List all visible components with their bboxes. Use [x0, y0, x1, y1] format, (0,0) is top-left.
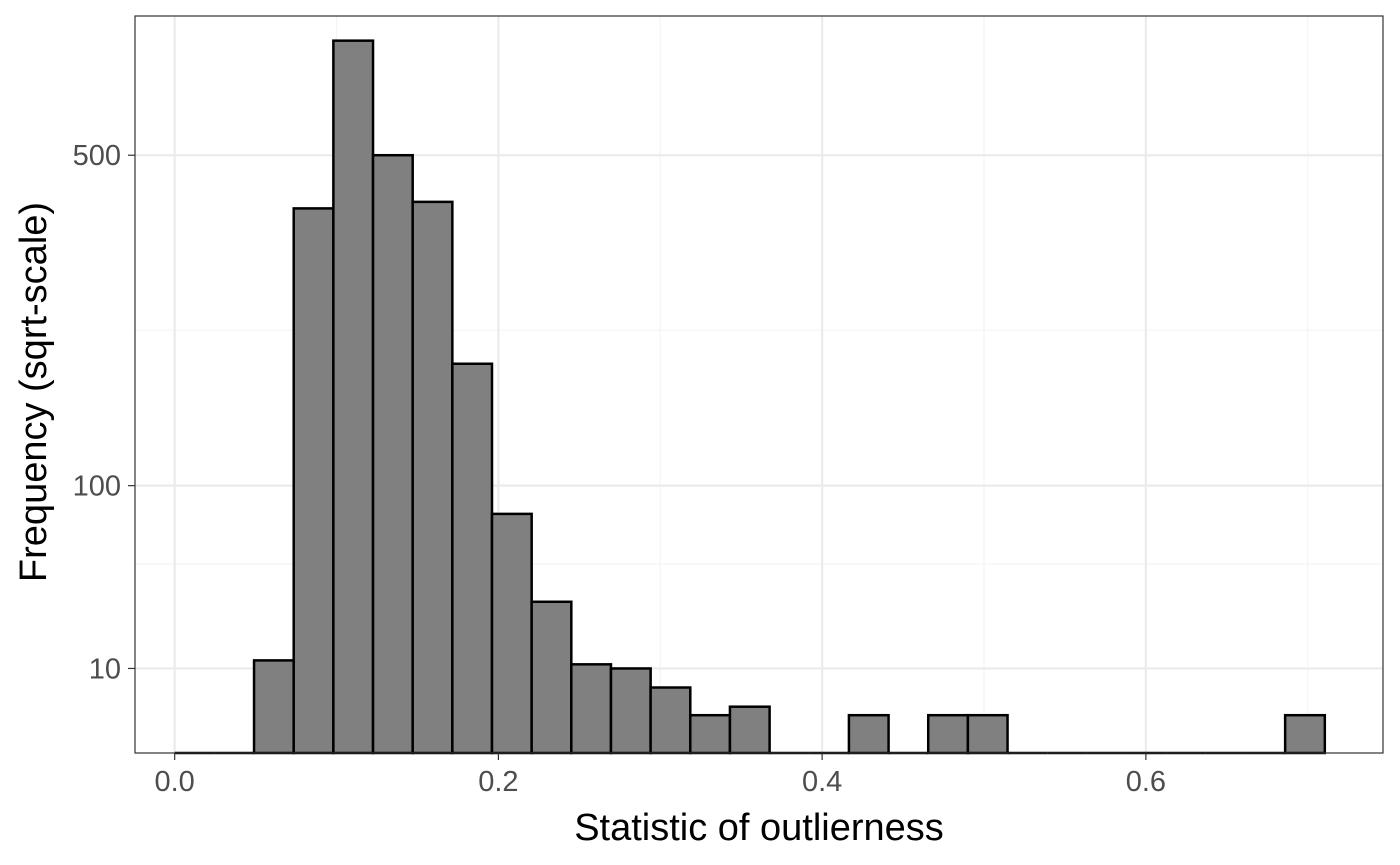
x-tick-label: 0.0: [154, 766, 194, 798]
histogram-bar: [847, 713, 890, 755]
histogram-bar: [649, 686, 692, 755]
histogram-bar: [609, 667, 652, 755]
panel-border: [134, 15, 1384, 754]
histogram-bar: [1283, 713, 1327, 755]
histogram-bar: [490, 512, 533, 755]
x-tick-label: 0.6: [1126, 766, 1166, 798]
x-tick-label: 0.2: [478, 766, 518, 798]
histogram-bar: [926, 713, 970, 755]
histogram-bar: [332, 39, 375, 755]
histogram-bar: [966, 713, 1009, 755]
y-axis-title: Frequency (sqrt-scale): [13, 202, 55, 582]
tick-labels: 0.0 0.2 0.4 0.6 10 100 500: [73, 140, 1166, 798]
histogram-bar: [411, 200, 454, 755]
histogram-bar: [689, 713, 732, 755]
axis-ticks: [128, 154, 1147, 760]
histogram-bar: [252, 659, 295, 755]
x-axis-title: Statistic of outlierness: [574, 807, 944, 849]
histogram-bar: [292, 207, 335, 755]
y-tick-label: 500: [73, 140, 121, 172]
histogram-bar: [728, 705, 771, 755]
histogram-bar: [530, 600, 573, 755]
histogram-bars: [174, 39, 1327, 755]
y-tick-label: 100: [73, 471, 121, 503]
histogram-bar: [451, 362, 494, 755]
x-tick-label: 0.4: [802, 766, 842, 798]
histogram-bar: [371, 153, 414, 755]
histogram-bar: [570, 663, 613, 755]
y-tick-label: 10: [89, 653, 121, 685]
